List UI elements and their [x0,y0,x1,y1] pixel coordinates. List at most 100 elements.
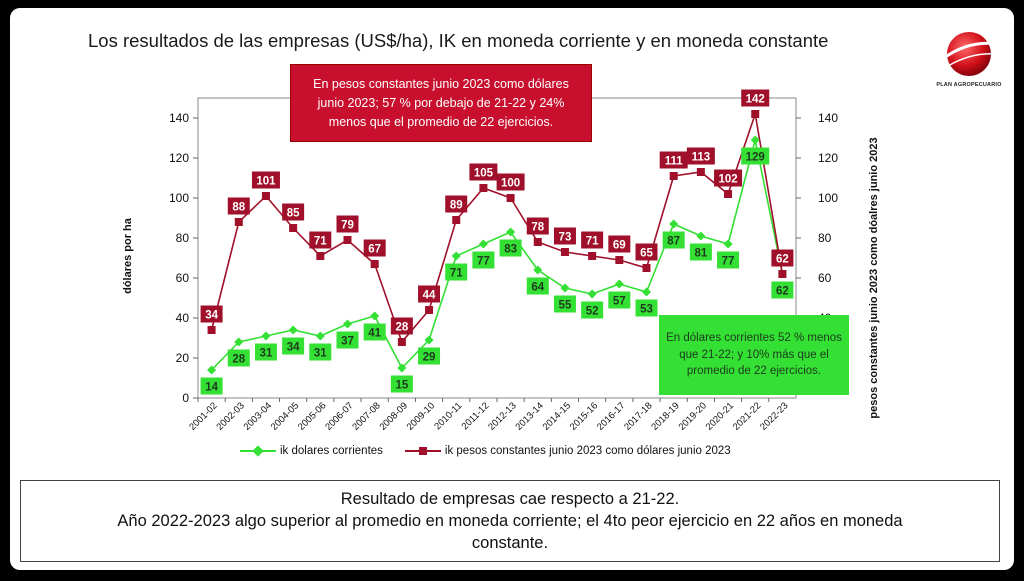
data-label-current-box [363,323,386,341]
callout-current-currency-text: En dólares corrientes 52 % menos que 21-… [666,332,842,378]
data-label-current-box [282,337,305,355]
data-point-current [451,251,461,261]
x-tick-label: 2011-12 [460,400,492,432]
data-label-constant: 105 [474,168,494,180]
data-label-constant: 100 [501,178,520,190]
data-label-constant: 85 [287,208,300,220]
data-label-current: 15 [395,380,408,392]
data-point-constant [343,236,352,244]
data-label-current: 28 [232,354,245,366]
data-point-constant [207,326,216,334]
data-label-current: 64 [531,282,544,294]
data-label-current-box [635,299,658,317]
data-point-current [614,279,624,289]
page-title: Los resultados de las empresas (US$/ha),… [88,30,829,51]
plan-agropecuario-logo: PLAN AGROPECUARIO [932,22,1006,94]
data-label-current: 52 [586,306,599,318]
data-point-constant [751,110,760,118]
x-tick-label: 2020-21 [704,400,736,432]
data-point-constant [289,224,298,232]
data-label-constant-box [714,169,743,187]
data-label-current-box [445,263,468,281]
data-label-current-box [227,349,250,367]
data-label-constant-box [418,285,441,303]
data-point-constant [642,264,651,272]
data-label-constant: 69 [613,240,626,252]
data-point-constant [533,238,542,246]
data-point-current [478,239,488,249]
data-label-constant: 71 [314,236,327,248]
data-point-constant [452,216,461,224]
x-tick-label: 2001-02 [187,400,219,432]
x-tick-label: 2019-20 [677,400,709,432]
data-label-current-box [689,243,712,261]
conclusion-box: Resultado de empresas cae respecto a 21-… [20,480,1000,562]
data-label-current-box [526,277,549,295]
callout-current-currency: En dólares corrientes 52 % menos que 21-… [659,315,849,395]
data-label-current: 81 [694,248,707,260]
data-label-constant-box [469,163,498,181]
data-label-constant: 78 [531,222,544,234]
legend-item-green: ik dolares corrientes [240,445,383,457]
data-label-constant: 142 [746,94,765,106]
data-label-current: 37 [341,336,354,348]
data-label-constant-box [526,217,549,235]
data-label-current: 77 [477,256,490,268]
data-label-current-box [662,231,685,249]
x-tick-label: 2021-22 [731,400,763,432]
data-point-constant [778,270,787,278]
data-label-constant: 44 [423,290,436,302]
data-label-current-box [717,251,740,269]
legend-red-marker [404,445,441,457]
data-point-constant [234,218,243,226]
data-point-constant [560,248,569,256]
y-tick-label-right: 80 [818,231,832,245]
data-point-current [261,331,271,341]
data-label-current: 55 [559,300,572,312]
data-label-constant: 79 [341,220,354,232]
data-point-current [723,239,733,249]
data-point-constant [696,168,705,176]
data-label-current-box [200,377,223,395]
data-label-constant-box [581,231,604,249]
data-label-current: 62 [776,286,789,298]
data-point-constant [615,256,624,264]
data-label-constant-box [771,249,794,267]
data-label-constant: 88 [232,202,245,214]
data-point-constant [669,172,678,180]
x-tick-label: 2002-03 [214,400,246,432]
data-point-current [370,311,380,321]
y-tick-label-right: 140 [818,111,838,125]
data-point-current [234,337,244,347]
data-label-constant-box [336,215,359,233]
conclusion-line-2: Año 2022-2023 algo superior al promedio … [117,512,903,530]
logo-text: PLAN AGROPECUARIO [936,82,1002,88]
data-point-constant [588,252,597,260]
data-label-constant-box [445,195,468,213]
data-label-constant-box [309,231,332,249]
conclusion-line-1: Resultado de empresas cae respecto a 21-… [340,490,680,508]
data-label-current-box [472,251,495,269]
data-point-constant [370,260,379,268]
y-tick-label-left: 20 [176,351,190,365]
data-label-constant-box [251,171,280,189]
y-tick-label-left: 60 [176,271,190,285]
data-point-constant [316,252,325,260]
data-point-current [288,325,298,335]
data-label-constant: 34 [205,310,218,322]
data-label-constant-box [496,173,525,191]
y-axis-label-left: dólares por ha [122,218,134,294]
y-tick-label-left: 100 [169,191,189,205]
data-label-current: 41 [368,328,381,340]
x-tick-label: 2012-13 [486,400,518,432]
data-label-constant-box [200,305,223,323]
y-tick-label-left: 0 [182,391,189,405]
x-tick-label: 2009-10 [405,400,437,432]
data-label-current: 53 [640,304,653,316]
data-label-current-box [254,343,277,361]
data-label-constant: 102 [718,174,737,186]
x-tick-label: 2005-06 [296,400,328,432]
y-tick-label-left: 140 [169,111,189,125]
data-label-current: 87 [667,236,680,248]
data-label-constant-box [553,227,576,245]
